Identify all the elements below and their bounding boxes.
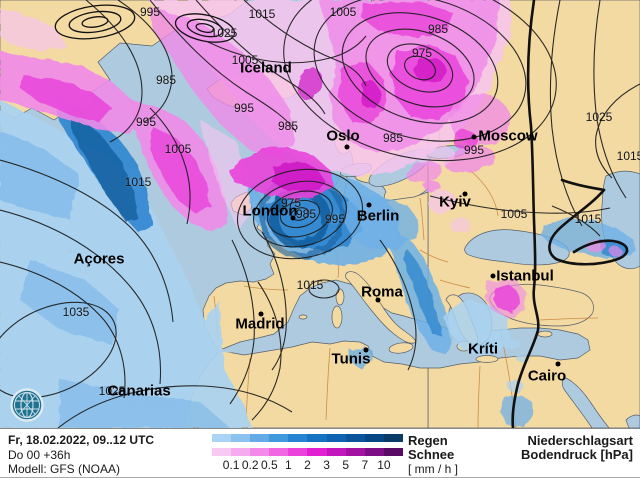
land-sardinia	[331, 305, 343, 329]
color-segment	[364, 434, 384, 442]
sea-red	[561, 377, 610, 428]
bold-isobar	[511, 0, 629, 428]
color-segment	[212, 434, 232, 442]
pressure-title: Bodendruck [hPa]	[521, 447, 633, 462]
color-segment	[383, 434, 403, 442]
map-graphics	[0, 0, 640, 428]
rain-color-scale	[212, 434, 403, 442]
land-balearic	[298, 314, 308, 320]
valid-time-label: Fr, 18.02.2022, 09..12 UTC	[8, 433, 155, 447]
greenland-contours	[54, 4, 236, 43]
land-corsica	[335, 288, 345, 306]
color-segment	[212, 448, 232, 456]
color-segment	[345, 434, 365, 442]
legend-bar: Fr, 18.02.2022, 09..12 UTC Do 00 +36h Mo…	[0, 428, 640, 477]
color-segment	[288, 434, 308, 442]
color-segment	[269, 434, 289, 442]
color-segment	[383, 448, 403, 456]
scale-value: 2	[304, 458, 311, 472]
land-italy	[345, 271, 417, 344]
snow-color-scale	[212, 448, 403, 456]
scale-value: 5	[342, 458, 350, 472]
precip-type-title: Niederschlagsart	[527, 433, 634, 448]
land-crete	[475, 355, 499, 363]
color-segment	[288, 448, 308, 456]
snow-legend-label: Schnee	[408, 447, 455, 462]
globe-icon	[10, 388, 44, 422]
scale-value: 1	[285, 458, 292, 472]
isobars	[0, 0, 640, 428]
land-sicily	[388, 342, 414, 354]
color-segment	[364, 448, 384, 456]
scale-value: 0.5	[260, 458, 278, 472]
sea-black	[464, 229, 570, 266]
scale-value: 10	[377, 458, 391, 472]
color-segment	[307, 434, 327, 442]
scale-value: 3	[323, 458, 330, 472]
color-segment	[231, 448, 251, 456]
map-canvas: 995 1015 1025 1005 1005 985 975 985 995 995 985 985…	[0, 0, 640, 428]
scale-value: 0.1	[222, 458, 240, 472]
color-segment	[250, 434, 270, 442]
model-name-label: Modell: GFS (NOAA)	[8, 462, 121, 476]
rain-legend-label: Regen	[408, 433, 448, 448]
color-segment	[345, 448, 365, 456]
color-segment	[250, 448, 270, 456]
land-cyprus	[537, 330, 553, 338]
color-segment	[231, 434, 251, 442]
color-segment	[269, 448, 289, 456]
unit-label: [ mm / h ]	[408, 462, 459, 476]
scale-value: 7	[361, 458, 369, 472]
sea-persian-gulf	[625, 414, 640, 428]
color-segment	[326, 434, 346, 442]
model-run-label: Do 00 +36h	[8, 448, 71, 462]
scale-value: 0.2	[241, 458, 259, 472]
color-segment	[307, 448, 327, 456]
color-segment	[326, 448, 346, 456]
